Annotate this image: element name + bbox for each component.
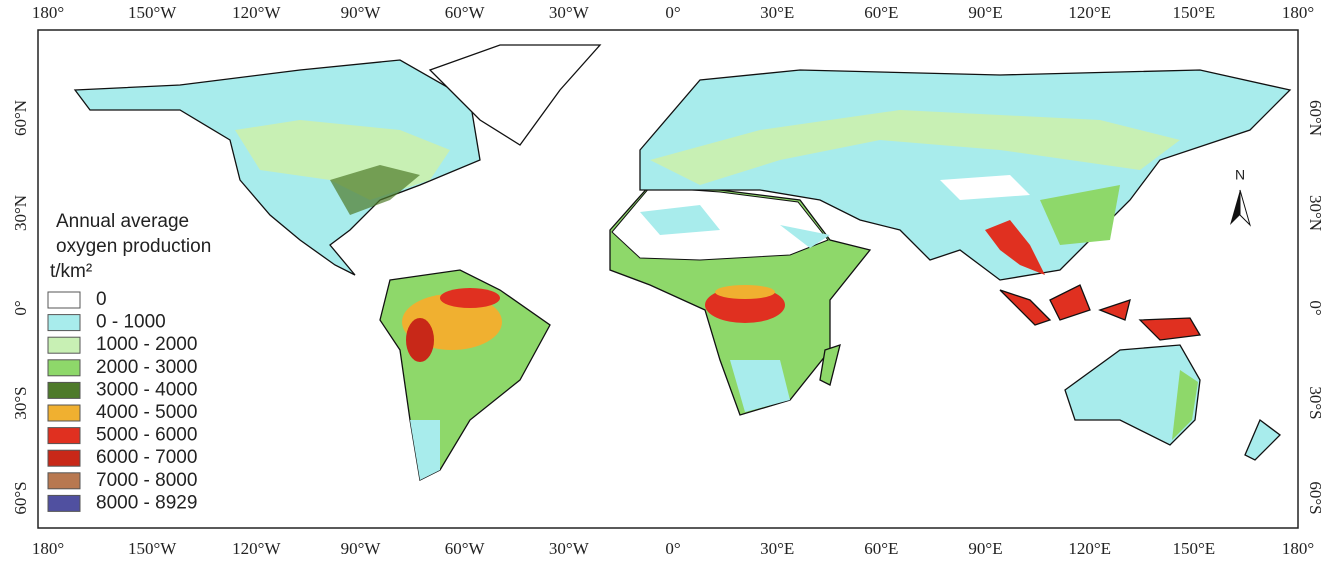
australia [1064, 344, 1201, 446]
longitude-label: 120°W [232, 539, 281, 558]
southeast-asia [985, 220, 1045, 275]
sahara-sparse [640, 205, 830, 248]
legend-swatch [47, 472, 81, 490]
north-arrow: N [1230, 167, 1252, 227]
longitude-label: 180° [1282, 3, 1314, 22]
longitude-label: 30°W [549, 3, 590, 22]
legend-swatch [47, 291, 81, 309]
longitude-label: 150°E [1172, 539, 1215, 558]
madagascar [819, 344, 841, 386]
eurasia [639, 69, 1292, 281]
longitude-label: 30°W [549, 539, 590, 558]
latitude-label: 60°S [1306, 481, 1325, 514]
north-arrow-right [1239, 189, 1252, 227]
legend-label: 0 [96, 289, 107, 310]
longitude-label: 30°E [760, 539, 794, 558]
legend-swatch [47, 404, 81, 422]
legend-swatch [47, 359, 81, 377]
latitude-label: 0° [11, 300, 30, 315]
latitude-label: 30°S [11, 386, 30, 419]
longitude-label: 150°W [128, 539, 177, 558]
north-america-east [330, 165, 420, 215]
gobi [940, 175, 1030, 200]
legend-title: oxygen production [56, 236, 211, 257]
legend-label: 6000 - 7000 [96, 447, 197, 468]
legend-swatch [47, 449, 81, 467]
longitude-label: 0° [665, 3, 680, 22]
legend-title: Annual average [56, 211, 189, 232]
longitude-label: 90°W [341, 3, 382, 22]
legend-label: 2000 - 3000 [96, 357, 197, 378]
longitude-label: 150°W [128, 3, 177, 22]
legend-label: 0 - 1000 [96, 312, 166, 333]
longitude-label: 150°E [1172, 3, 1215, 22]
legend-swatch [47, 314, 81, 332]
legend-label: 3000 - 4000 [96, 379, 197, 400]
legend-label: 7000 - 8000 [96, 470, 197, 491]
amazon-west [406, 318, 434, 362]
legend-label: 5000 - 6000 [96, 425, 197, 446]
longitude-label: 180° [1282, 539, 1314, 558]
amazon-north [440, 288, 500, 308]
south-africa [730, 360, 790, 412]
legend-label: 4000 - 5000 [96, 402, 197, 423]
longitude-label: 90°E [968, 539, 1002, 558]
congo-north [715, 285, 775, 299]
longitude-label: 120°E [1068, 3, 1111, 22]
latitude-label: 30°N [11, 195, 30, 231]
longitude-label: 120°E [1068, 539, 1111, 558]
latitude-label: 60°S [11, 481, 30, 514]
longitude-label: 30°E [760, 3, 794, 22]
longitude-label: 180° [32, 539, 64, 558]
north-label: N [1235, 167, 1245, 183]
greenland [428, 44, 602, 146]
latitude-label: 60°N [11, 100, 30, 136]
legend-unit: t/km² [50, 261, 92, 282]
legend-swatch [47, 427, 81, 445]
north-arrow-left [1230, 190, 1240, 225]
latitude-label: 30°S [1306, 386, 1325, 419]
legend-label: 1000 - 2000 [96, 334, 197, 355]
latitude-label: 60°N [1306, 100, 1325, 136]
longitude-label: 180° [32, 3, 64, 22]
longitude-label: 60°E [864, 3, 898, 22]
new-zealand [1244, 418, 1281, 461]
latitude-label: 30°N [1306, 195, 1325, 231]
eurasia-forest [650, 110, 1180, 185]
indonesia [999, 284, 1202, 341]
latitude-label: 0° [1306, 300, 1325, 315]
longitude-label: 90°W [341, 539, 382, 558]
legend-swatch [47, 494, 81, 512]
longitude-label: 120°W [232, 3, 281, 22]
longitude-label: 0° [665, 539, 680, 558]
patagonia [410, 420, 440, 480]
longitude-label: 60°W [445, 3, 486, 22]
australia-east [1172, 370, 1198, 440]
legend-label: 8000 - 8929 [96, 492, 197, 513]
land [73, 44, 1292, 481]
legend-swatch [47, 381, 81, 399]
longitude-label: 90°E [968, 3, 1002, 22]
china-south [1040, 185, 1120, 245]
longitude-label: 60°W [445, 539, 486, 558]
legend-swatch [47, 336, 81, 354]
longitude-label: 60°E [864, 539, 898, 558]
